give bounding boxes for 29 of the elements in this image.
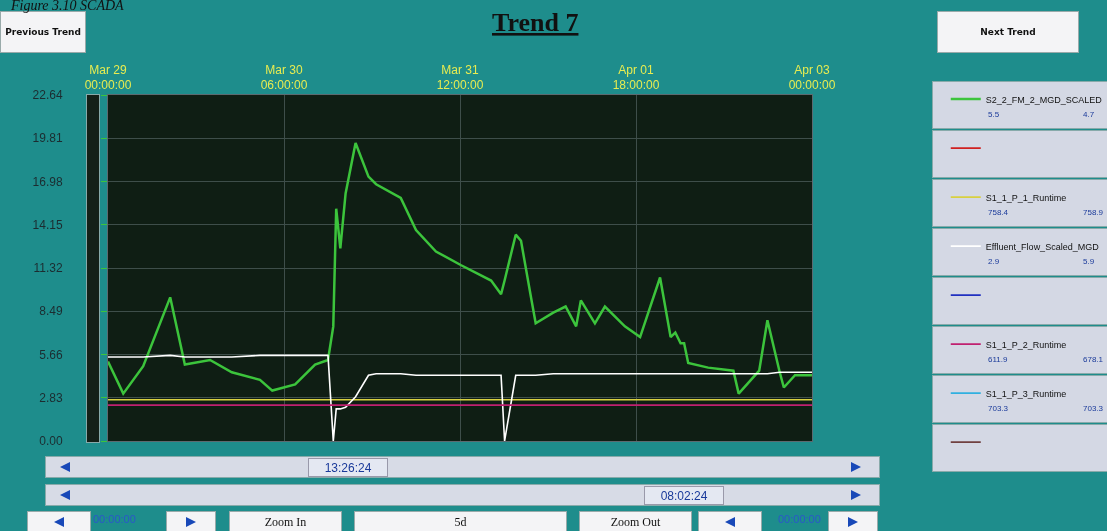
legend-label: Effluent_Flow_Scaled_MGD bbox=[985, 241, 1100, 252]
x-tick-label: Apr 03 00:00:00 bbox=[788, 62, 836, 93]
legend-label: S1_1_P_2_Runtime bbox=[985, 339, 1067, 350]
x-tick-label: Mar 29 00:00:00 bbox=[84, 62, 132, 93]
text: Zoom Out bbox=[579, 511, 692, 531]
text: 00:00:00 bbox=[93, 513, 136, 525]
scrollbar: 13:26:24 bbox=[45, 456, 880, 478]
x-tick-label: Mar 31 12:00:00 bbox=[436, 62, 484, 93]
y-tick-label: 22.64 bbox=[32, 88, 63, 103]
y-tick-label: 8.49 bbox=[39, 304, 63, 319]
x-tick-label: Mar 30 06:00:00 bbox=[260, 62, 308, 93]
text: Zoom In bbox=[229, 511, 342, 531]
next-button: Next Trend bbox=[937, 11, 1079, 53]
legend-label: S1_1_P_3_Runtime bbox=[985, 388, 1067, 399]
y-tick-label: 0.00 bbox=[39, 434, 63, 449]
y-tick-label: 11.32 bbox=[33, 261, 63, 276]
y-tick-label: 2.83 bbox=[39, 390, 63, 405]
y-tick-label: 19.81 bbox=[32, 131, 63, 146]
text: 5d bbox=[354, 511, 567, 531]
legend-label: S2_2_FM_2_MGD_SCALED bbox=[985, 94, 1103, 105]
text: 00:00:00 bbox=[778, 513, 821, 525]
caption: Figure 3.10 SCADA bbox=[10, 0, 125, 13]
scrollbar: 08:02:24 bbox=[45, 484, 880, 506]
y-tick-label: 5.66 bbox=[39, 347, 63, 362]
chart-title: Trend 7 bbox=[492, 8, 579, 37]
x-tick-label: Apr 01 18:00:00 bbox=[612, 62, 660, 93]
legend-label: S1_1_P_1_Runtime bbox=[985, 192, 1067, 203]
y-tick-label: 14.15 bbox=[32, 217, 63, 232]
y-tick-label: 16.98 bbox=[32, 174, 63, 189]
